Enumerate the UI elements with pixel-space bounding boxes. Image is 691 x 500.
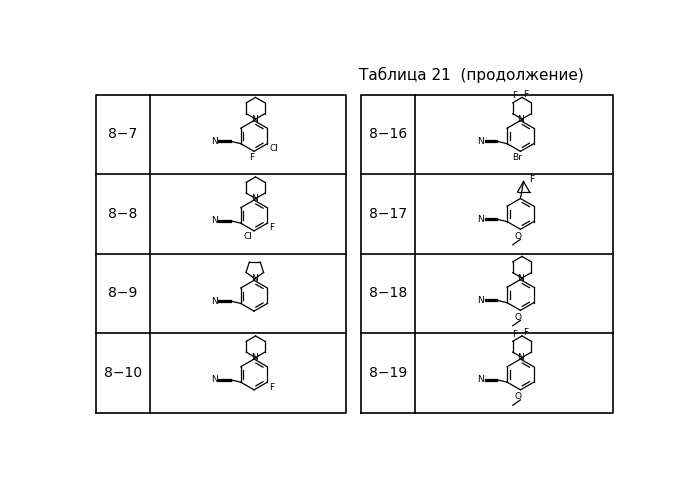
Text: N: N (517, 114, 524, 124)
Text: F: F (523, 328, 529, 338)
Text: 8−8: 8−8 (108, 207, 138, 221)
Text: N: N (477, 215, 484, 224)
Text: N: N (477, 296, 484, 305)
Text: 8−16: 8−16 (369, 128, 408, 141)
Text: 8−9: 8−9 (108, 286, 138, 300)
Text: N: N (477, 137, 484, 146)
Text: N: N (211, 376, 218, 384)
Text: Cl: Cl (269, 144, 278, 153)
Text: F: F (269, 224, 274, 232)
Text: F: F (513, 92, 518, 100)
Text: Таблица 21  (продолжение): Таблица 21 (продолжение) (359, 68, 584, 84)
Text: 8−19: 8−19 (369, 366, 408, 380)
Text: N: N (477, 376, 484, 384)
Text: F: F (513, 330, 518, 339)
Text: N: N (211, 296, 218, 306)
Text: 8−10: 8−10 (104, 366, 142, 380)
Text: O: O (515, 313, 522, 322)
Text: O: O (515, 392, 522, 402)
Text: N: N (517, 274, 524, 282)
Text: 8−18: 8−18 (369, 286, 408, 300)
Text: F: F (269, 383, 274, 392)
Text: F: F (529, 175, 534, 184)
Text: N: N (251, 274, 258, 283)
Text: N: N (211, 216, 218, 226)
Text: N: N (211, 137, 218, 146)
Text: F: F (523, 90, 529, 99)
Text: 8−17: 8−17 (370, 207, 408, 221)
Text: 8−7: 8−7 (108, 128, 138, 141)
Text: N: N (251, 353, 258, 362)
Text: N: N (251, 114, 258, 124)
Text: Cl: Cl (243, 232, 252, 240)
Text: N: N (517, 353, 524, 362)
Text: N: N (251, 194, 258, 203)
Text: Br: Br (513, 153, 522, 162)
Text: F: F (249, 153, 254, 162)
Text: O: O (515, 232, 522, 240)
